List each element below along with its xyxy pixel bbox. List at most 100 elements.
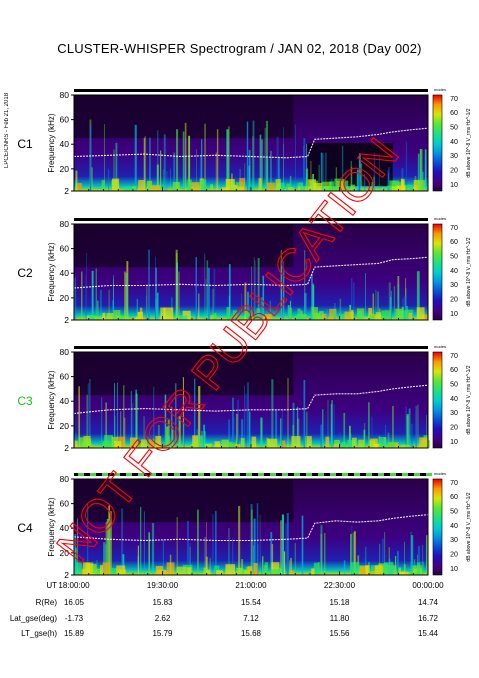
- mode-label: modes: [434, 344, 446, 349]
- emission-streak: [89, 379, 91, 448]
- orbit-row: Lat_gse(deg) -1.73 2.62 7.12 11.80 16.72: [10, 614, 439, 623]
- emission-streak: [356, 170, 359, 191]
- low-freq-emission: [322, 313, 327, 320]
- low-freq-emission: [329, 308, 337, 320]
- low-freq-emission: [297, 308, 301, 320]
- y-tick-label: 40: [60, 268, 70, 278]
- low-freq-emission: [360, 567, 368, 575]
- emission-streak: [91, 167, 93, 191]
- mode-bar-segment: [114, 473, 120, 476]
- emission-streak: [281, 409, 283, 448]
- emission-streak: [194, 378, 196, 448]
- emission-streak: [310, 160, 312, 191]
- emission-streak: [176, 517, 178, 575]
- mode-bar-segment: [354, 473, 360, 476]
- emission-streak: [148, 532, 150, 575]
- y-axis-label: Frequency (kHz): [47, 113, 56, 172]
- low-freq-emission: [102, 312, 106, 320]
- mode-bar-segment: [222, 473, 228, 476]
- emission-streak: [149, 137, 151, 191]
- low-freq-emission: [151, 185, 161, 191]
- emission-streak: [377, 291, 379, 320]
- y-axis-label: Frequency (kHz): [47, 370, 56, 429]
- mode-bar-segment: [282, 473, 288, 476]
- emission-streak: [96, 560, 98, 575]
- colorbar-tick-label: 70: [450, 353, 458, 360]
- y-tick-label: 20: [60, 421, 70, 431]
- low-freq-emission: [350, 562, 360, 575]
- mode-bar-segment: [414, 473, 420, 476]
- mode-bar-segment: [162, 473, 168, 476]
- orbit-value: 15.83: [152, 598, 173, 607]
- mode-bar: [74, 346, 428, 349]
- emission-streak: [417, 404, 419, 448]
- emission-streak: [320, 152, 323, 191]
- low-freq-emission: [413, 180, 420, 191]
- emission-streak: [424, 149, 427, 191]
- emission-streak: [132, 403, 134, 448]
- emission-streak: [184, 122, 187, 191]
- emission-streak: [266, 120, 268, 191]
- mode-bar-segment: [366, 473, 372, 476]
- emission-streak: [290, 282, 292, 320]
- orbit-value: 15.18: [329, 598, 350, 607]
- low-freq-emission: [364, 316, 370, 320]
- low-freq-emission: [398, 567, 402, 575]
- emission-streak: [178, 416, 181, 448]
- emission-streak: [287, 305, 290, 320]
- emission-streak: [339, 298, 342, 320]
- low-freq-emission: [113, 310, 121, 320]
- emission-streak: [205, 556, 208, 575]
- emission-streak: [318, 562, 320, 575]
- emission-streak: [257, 258, 260, 320]
- low-freq-emission: [155, 436, 162, 448]
- plasma-frequency-line: [73, 127, 429, 159]
- low-freq-emission: [368, 308, 372, 320]
- low-freq-emission: [405, 184, 414, 191]
- emission-streak: [304, 436, 306, 448]
- low-freq-emission: [112, 178, 120, 191]
- low-freq-emission: [374, 565, 383, 575]
- emission-streak: [228, 264, 231, 320]
- mode-bar-segment: [246, 473, 252, 476]
- low-freq-emission: [375, 312, 382, 320]
- colorbar: [432, 351, 443, 449]
- emission-streak: [339, 432, 341, 448]
- emission-streak: [330, 404, 333, 448]
- emission-streak: [109, 511, 112, 575]
- low-freq-emission: [130, 437, 138, 448]
- low-freq-emission: [343, 180, 349, 191]
- colorbar-tick-label: 20: [450, 297, 458, 304]
- low-freq-emission: [96, 568, 102, 575]
- low-freq-emission: [140, 439, 148, 448]
- emission-streak: [173, 152, 176, 191]
- orbit-value: 15.89: [64, 629, 85, 638]
- low-freq-emission: [102, 443, 112, 448]
- emission-streak: [123, 385, 125, 448]
- colorbar-tick-label: 70: [450, 480, 458, 487]
- emission-streak: [294, 543, 296, 575]
- low-freq-emission: [313, 183, 323, 191]
- emission-streak: [296, 406, 299, 448]
- emission-streak: [390, 290, 392, 320]
- dark-region: [74, 95, 294, 139]
- colorbar-tick-label: 70: [450, 225, 458, 232]
- low-freq-emission: [239, 178, 246, 191]
- mode-bar: [74, 89, 428, 92]
- emission-streak: [280, 260, 283, 320]
- low-freq-emission: [391, 180, 397, 191]
- y-tick-label: 60: [60, 244, 70, 254]
- low-freq-emission: [263, 565, 267, 575]
- low-freq-emission: [295, 315, 306, 320]
- low-freq-emission: [186, 567, 192, 575]
- emission-streak: [283, 551, 286, 575]
- colorbar-tick-label: 50: [450, 382, 458, 389]
- low-freq-emission: [192, 435, 199, 448]
- emission-streak: [195, 257, 197, 320]
- emission-streak: [269, 300, 271, 320]
- low-freq-emission: [225, 179, 235, 191]
- emission-streak: [365, 273, 366, 320]
- satellite-label: C2: [17, 266, 33, 280]
- emission-streak: [403, 296, 406, 320]
- emission-streak: [320, 424, 323, 448]
